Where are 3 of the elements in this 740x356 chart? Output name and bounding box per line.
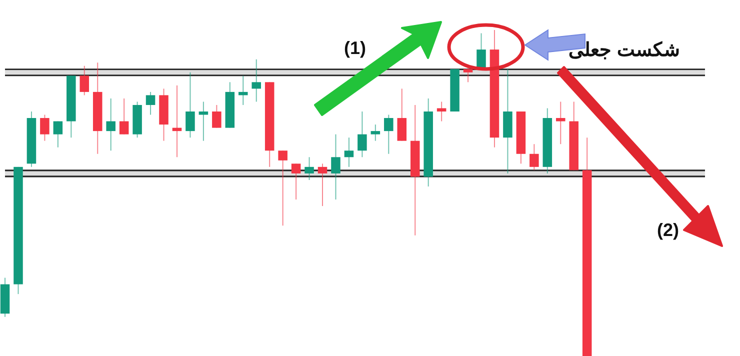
annotation: شکست جعلی xyxy=(568,40,680,61)
text: (2) xyxy=(657,220,680,240)
annotation: (1) xyxy=(344,38,366,58)
